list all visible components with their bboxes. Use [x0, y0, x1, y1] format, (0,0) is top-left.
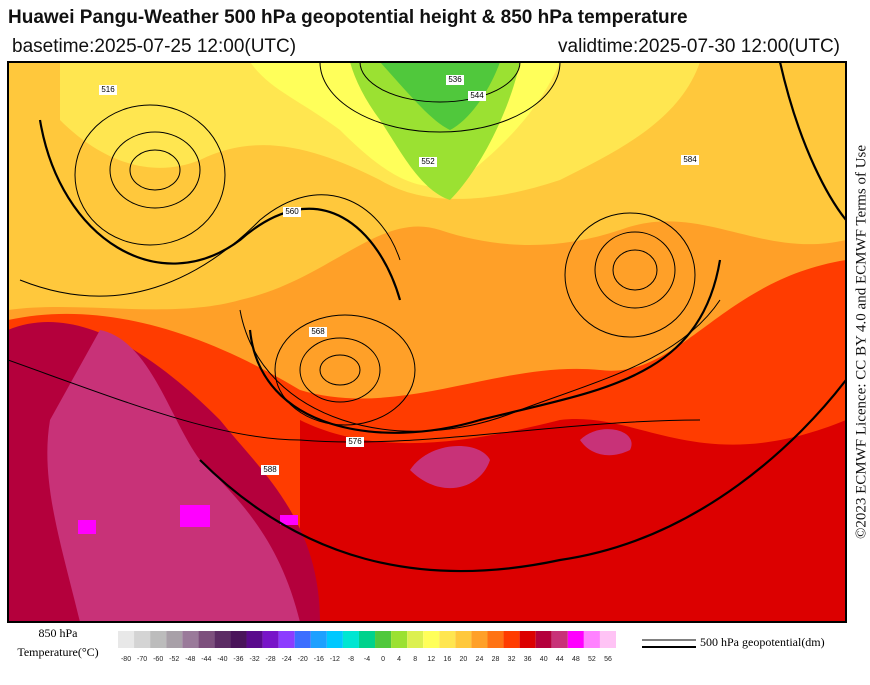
colorbar-swatch [262, 631, 279, 648]
colorbar-swatch [455, 631, 472, 648]
colorbar-tick-label: -32 [249, 656, 259, 663]
colorbar-swatch [310, 631, 327, 648]
validtime: validtime:2025-07-30 12:00(UTC) [558, 36, 840, 57]
colorbar-swatch [326, 631, 343, 648]
map [8, 62, 846, 622]
colorbar-tick-label: 40 [540, 656, 548, 663]
contour-label-bg [468, 91, 486, 101]
colorbar-swatch [599, 631, 616, 648]
colorbar-tick-label: -16 [314, 656, 324, 663]
colorbar-swatch [583, 631, 600, 648]
map-frame [7, 61, 847, 623]
colorbar-swatch [342, 631, 359, 648]
colorbar-tick-label: 36 [524, 656, 532, 663]
contour-labels: 516 536 544 552 560 568 576 584 588 [99, 75, 699, 475]
colorbar-swatch [519, 631, 536, 648]
colorbar-swatch [118, 631, 135, 648]
colorbar-swatch [407, 631, 424, 648]
colorbar-swatch [134, 631, 151, 648]
contour-label-bg [261, 465, 279, 475]
colorbar-tick-label: -60 [153, 656, 163, 663]
colorbar-swatch [230, 631, 247, 648]
contour-label: 568 [311, 327, 325, 336]
colorbar-swatch [551, 631, 568, 648]
contour-label-bg [446, 75, 464, 85]
colorbar-swatch [471, 631, 488, 648]
contour-label-bg [309, 327, 327, 337]
colorbar-tick-label: -4 [364, 656, 370, 663]
title: Huawei Pangu-Weather 500 hPa geopotentia… [8, 7, 688, 28]
contour-label-bg [681, 155, 699, 165]
colorbar-swatch [358, 631, 376, 648]
contour-label-bg [346, 437, 364, 447]
colorbar: -80 -70 -60 -52 -48 -44 -40 -36 -32 -28 -24 -20 -16-… [118, 631, 616, 663]
legend-label: Temperature(°C) [17, 645, 98, 659]
legend-label: 850 hPa [39, 626, 79, 640]
contour-label: 588 [263, 465, 277, 474]
contour-label-bg [419, 157, 437, 167]
colorbar-tick-label: 28 [492, 656, 500, 663]
colorbar-tick-label: -12 [330, 656, 340, 663]
colorbar-swatch [567, 631, 584, 648]
contour-legend-label: 500 hPa geopotential(dm) [700, 635, 825, 649]
colorbar-tick-label: 44 [556, 656, 564, 663]
contour-label-bg [99, 85, 117, 95]
colorbar-tick-label: -70 [137, 656, 147, 663]
colorbar-swatch [423, 631, 440, 648]
colorbar-tick-label: 24 [476, 656, 484, 663]
colorbar-swatch [487, 631, 504, 648]
colorbar-tick-label: 16 [443, 656, 451, 663]
colorbar-swatch [198, 631, 215, 648]
colorbar-tick-label: -44 [201, 656, 211, 663]
colorbar-swatch [182, 631, 199, 648]
colorbar-swatch [246, 631, 263, 648]
colorbar-tick-label: 20 [459, 656, 467, 663]
colorbar-tick-label: -8 [348, 656, 354, 663]
license: ©2023 ECMWF Licence: CC BY 4.0 and ECMWF… [853, 145, 869, 539]
contour-label: 516 [101, 85, 115, 94]
colorbar-tick-label: -48 [185, 656, 195, 663]
colorbar-tick-label: 56 [604, 656, 612, 663]
colorbar-swatch [150, 631, 167, 648]
colorbar-swatch [535, 631, 552, 648]
colorbar-tick-label: 0 [381, 656, 385, 663]
colorbar-swatch [278, 631, 295, 648]
colorbar-swatch [503, 631, 520, 648]
colorbar-swatch [375, 631, 392, 648]
contour-label-bg [283, 207, 301, 217]
basetime: basetime:2025-07-25 12:00(UTC) [12, 36, 296, 57]
colorbar-tick-label: -28 [266, 656, 276, 663]
contour-label: 552 [421, 157, 435, 166]
colorbar-swatch [439, 631, 456, 648]
contour-label: 584 [683, 155, 697, 164]
contour-label: 560 [285, 207, 299, 216]
colorbar-tick-label: -36 [233, 656, 243, 663]
colorbar-swatch [391, 631, 408, 648]
colorbar-tick-label: 48 [572, 656, 580, 663]
colorbar-swatch [214, 631, 231, 648]
colorbar-tick-label: -20 [298, 656, 308, 663]
colorbar-tick-label: -40 [217, 656, 227, 663]
contour-label: 536 [448, 75, 462, 84]
colorbar-tick-label: 12 [427, 656, 435, 663]
colorbar-tick-label: -24 [282, 656, 292, 663]
colorbar-tick-label: 32 [508, 656, 516, 663]
contour-label: 544 [470, 91, 484, 100]
colorbar-swatch [294, 631, 311, 648]
colorbar-tick-label: -80 [121, 656, 131, 663]
contour-label: 576 [348, 437, 362, 446]
colorbar-tick-label: 4 [397, 656, 401, 663]
colorbar-tick-label: 8 [413, 656, 417, 663]
colorbar-tick-label: 52 [588, 656, 596, 663]
colorbar-swatch [166, 631, 183, 648]
colorbar-tick-label: -52 [169, 656, 179, 663]
